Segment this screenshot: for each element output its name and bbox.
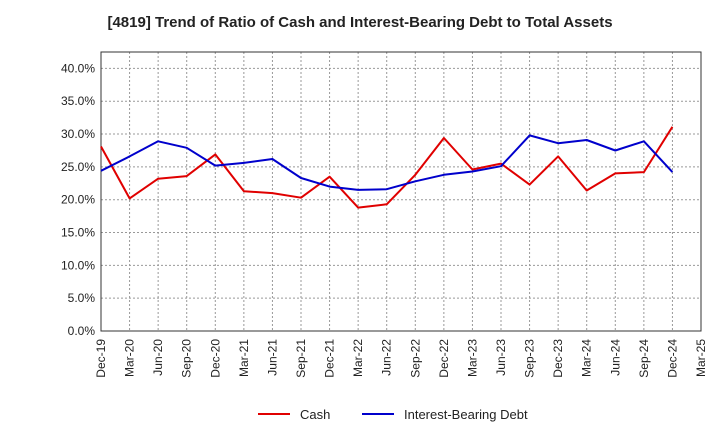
series-line-cash [100,126,674,209]
x-tick-label: Dec-23 [551,339,565,378]
x-tick-label: Mar-21 [237,339,251,377]
x-tick-label: Dec-22 [437,339,451,378]
x-tick-label: Sep-20 [180,339,194,378]
y-tick-label: 35.0% [61,94,95,108]
x-tick-label: Mar-20 [123,339,137,377]
x-tick-label: Mar-23 [465,339,479,377]
y-tick-label: 15.0% [61,226,95,240]
x-tick-label: Jun-21 [265,339,279,376]
series-line-interest-bearing-debt [100,134,674,191]
x-tick-label: Mar-25 [694,339,708,377]
plot-border [100,51,702,332]
y-tick-label: 10.0% [61,258,95,272]
x-tick-label: Mar-22 [351,339,365,377]
x-tick-label: Dec-20 [208,339,222,378]
x-tick-label: Dec-24 [665,339,679,378]
x-tick-label: Jun-20 [151,339,165,376]
y-tick-label: 0.0% [68,324,96,338]
x-tick-label: Sep-21 [294,339,308,378]
x-tick-label: Dec-21 [323,339,337,378]
y-tick-label: 25.0% [61,160,95,174]
y-tick-label: 5.0% [68,291,96,305]
x-tick-label: Jun-23 [494,339,508,376]
plot-area [101,52,701,331]
legend-label: Cash [300,407,330,422]
y-tick-label: 40.0% [61,61,95,75]
legend-label: Interest-Bearing Debt [404,407,528,422]
y-tick-label: 20.0% [61,193,95,207]
x-tick-label: Jun-24 [608,339,622,376]
x-tick-label: Mar-24 [580,339,594,377]
chart-title: [4819] Trend of Ratio of Cash and Intere… [107,14,613,31]
x-tick-label: Sep-24 [637,339,651,378]
x-tick-label: Sep-23 [523,339,537,378]
x-tick-label: Jun-22 [380,339,394,376]
x-tick-label: Sep-22 [408,339,422,378]
y-tick-label: 30.0% [61,127,95,141]
x-tick-label: Dec-19 [94,339,108,378]
